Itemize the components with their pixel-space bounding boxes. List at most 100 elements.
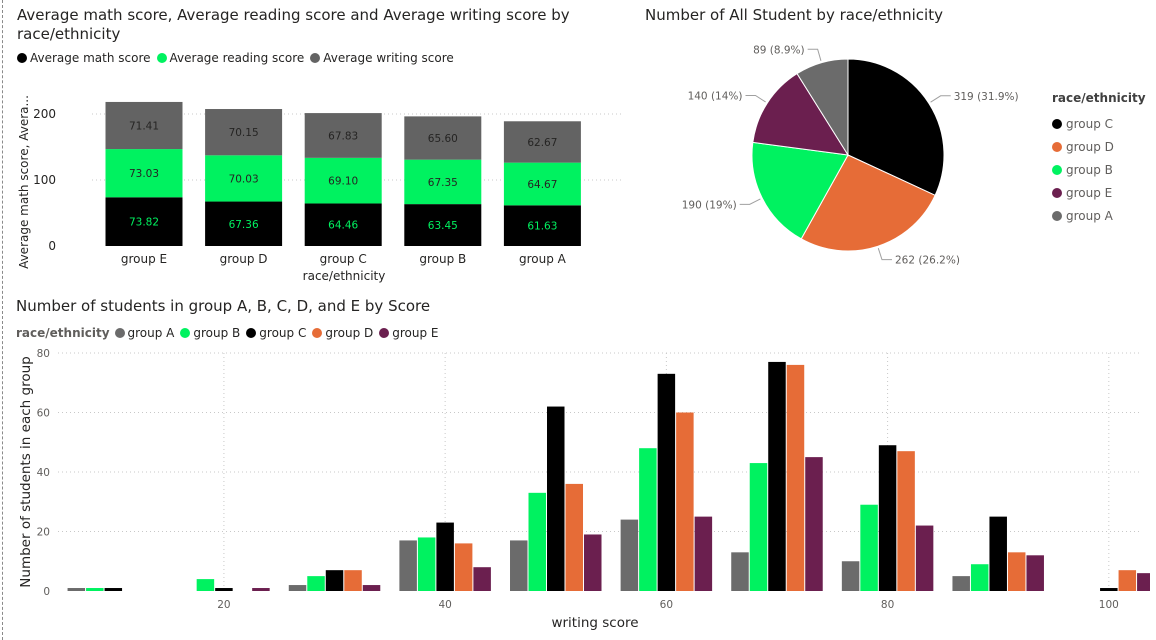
data-label: 63.45	[428, 220, 458, 232]
bar-average-reading-score	[503, 162, 581, 206]
data-label: 70.03	[229, 173, 259, 185]
x-axis-label: writing score	[551, 615, 638, 631]
pie-legend-item-group-c[interactable]: group C	[1052, 112, 1146, 135]
y-tick-label: 200	[33, 107, 56, 121]
bar-group-b	[528, 492, 547, 591]
x-tick-label: 20	[217, 599, 230, 611]
bar-group-e	[252, 588, 270, 591]
histogram-legend-item-group-c[interactable]: group C	[246, 326, 306, 340]
legend-label: group E	[1066, 185, 1113, 200]
histogram-legend-title: race/ethnicity	[16, 326, 110, 340]
pie-slice-group-c	[847, 58, 945, 196]
stacked-bar-visual[interactable]: Average math score, Average reading scor…	[10, 4, 630, 289]
data-label: 64.46	[328, 220, 358, 232]
legend-dot-icon	[114, 328, 125, 338]
bar-group-a	[731, 552, 749, 591]
bar-average-writing-score	[304, 113, 382, 158]
bar-group-e	[915, 525, 934, 591]
pie-title: Number of All Student by race/ethnicity	[645, 6, 943, 24]
pie-legend: race/ethnicity group C group D group B grou…	[1052, 91, 1146, 227]
slice-data-label: 319 (31.9%)	[954, 91, 1019, 103]
legend-label: Average math score	[30, 51, 151, 65]
bar-group-c	[325, 570, 344, 591]
bar-average-reading-score	[205, 155, 283, 202]
pie-legend-item-group-d[interactable]: group D	[1052, 135, 1146, 158]
bar-group-a	[841, 561, 860, 591]
slice-data-label: 140 (14%)	[688, 90, 743, 102]
legend-label: group B	[193, 326, 241, 340]
bar-group-a	[399, 540, 417, 591]
slice-data-label: 89 (8.9%)	[753, 44, 805, 56]
bar-group-a	[510, 540, 528, 591]
bar-group-b	[307, 576, 325, 591]
pie-slice-group-b	[751, 141, 849, 240]
data-label: 67.83	[328, 130, 358, 142]
bar-group-b	[749, 463, 768, 591]
legend-label: group C	[1066, 116, 1114, 131]
bar-group-c	[436, 522, 454, 591]
pie-chart: 319 (31.9%) 262 (26.2%) 190 (19%) 140 (14%)…	[682, 44, 1019, 267]
bar-group-a	[620, 519, 639, 591]
bar-group-a	[952, 576, 970, 591]
data-label: 65.60	[428, 133, 458, 145]
pie-slice-group-a	[796, 58, 849, 157]
bar-average-math-score	[503, 205, 581, 246]
legend-label: Average writing score	[323, 51, 454, 65]
y-axis-label: Average math score, Avera...	[17, 95, 31, 269]
bar-group-c	[989, 516, 1007, 591]
slice-data-label: 262 (26.2%)	[895, 255, 960, 267]
stacked-legend-item-average-math-score[interactable]: Average math score	[17, 51, 151, 65]
bar-average-math-score	[205, 201, 283, 246]
bar-group-d	[344, 570, 362, 591]
leader-line	[930, 95, 951, 103]
bar-group-b	[639, 448, 657, 591]
histogram-legend-item-group-b[interactable]: group B	[180, 326, 240, 340]
bar-group-c	[657, 373, 676, 591]
legend-label: group B	[1066, 162, 1113, 177]
data-label: 70.15	[229, 127, 259, 139]
bar-average-math-score	[304, 203, 382, 246]
data-label: 73.82	[129, 217, 159, 229]
bar-average-math-score	[404, 204, 482, 246]
legend-dot-icon	[1052, 141, 1062, 152]
pie-legend-item-group-e[interactable]: group E	[1052, 181, 1146, 204]
bar-average-math-score	[105, 197, 183, 246]
bar-group-d	[786, 364, 805, 591]
bar-group-e	[473, 567, 491, 591]
legend-dot-icon	[1052, 164, 1062, 175]
stacked-legend-item-average-writing-score[interactable]: Average writing score	[310, 51, 454, 65]
legend-dot-icon	[312, 328, 323, 338]
legend-label: group D	[325, 326, 374, 340]
legend-label: group A	[127, 326, 175, 340]
bar-average-reading-score	[404, 159, 482, 205]
data-label: 69.10	[328, 176, 358, 188]
bar-group-a	[67, 588, 86, 591]
stacked-bar-legend: Average math score Average reading score A…	[17, 51, 460, 65]
bar-group-e	[1026, 555, 1044, 591]
y-tick-label: 60	[37, 408, 50, 420]
stacked-legend-item-average-reading-score[interactable]: Average reading score	[156, 51, 304, 65]
histogram-chart: 0 20 40 60 80 20 40 60 80 100 Number of students i…	[18, 348, 1150, 631]
bar-group-c	[104, 588, 123, 591]
bar-group-b	[970, 564, 989, 591]
bar-group-d	[454, 543, 473, 591]
pie-legend-title: race/ethnicity	[1052, 91, 1146, 105]
pie-legend-item-group-b[interactable]: group B	[1052, 158, 1146, 181]
histogram-legend-item-group-d[interactable]: group D	[312, 326, 373, 340]
histogram-legend-item-group-e[interactable]: group E	[379, 326, 439, 340]
data-label: 64.67	[527, 179, 557, 191]
data-label: 62.67	[527, 137, 557, 149]
bar-group-d	[1118, 570, 1137, 591]
bar-group-c	[547, 406, 565, 591]
histogram-title: Number of students in group A, B, C, D, …	[16, 297, 431, 315]
y-axis-label: Number of students in each group	[18, 356, 34, 587]
bar-group-c	[1100, 588, 1118, 591]
y-tick-label: 40	[37, 467, 50, 479]
bar-average-reading-score	[105, 149, 183, 198]
histogram-legend-item-group-a[interactable]: group A	[114, 326, 175, 340]
leader-line	[739, 198, 761, 205]
pie-legend-item-group-a[interactable]: group A	[1052, 204, 1146, 227]
legend-label: group A	[1066, 208, 1113, 223]
bar-group-e	[694, 516, 713, 591]
